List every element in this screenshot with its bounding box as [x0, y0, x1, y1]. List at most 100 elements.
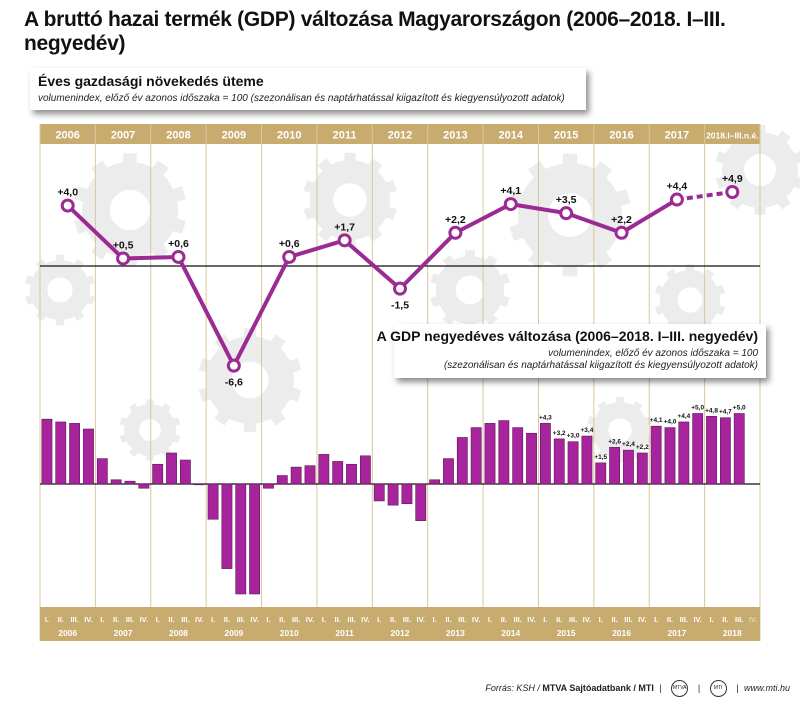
annual-panel-title: Éves gazdasági növekedés üteme — [38, 73, 264, 89]
year-header-label: 2018.I–III.n.é. — [706, 131, 758, 141]
year-header-label: 2017 — [665, 130, 689, 142]
quarterly-bar — [484, 423, 496, 485]
quarterly-bars: +4,3 +3,2 +3,0+3,4 +1,5 +2,6 +2,4 +2,2 +4,1 +4,0… — [41, 405, 746, 595]
quarterly-data-label: +4,4 — [677, 413, 690, 420]
annual-year-header: 2006 2007 2008 2009 2010 2011 2012 2013 2014 2015… — [40, 124, 760, 144]
annual-legend-panel: Éves gazdasági növekedés üteme volumenin… — [30, 68, 586, 110]
quarter-label: I. — [322, 615, 326, 624]
annual-point — [669, 192, 684, 207]
quarter-label: IV. — [84, 615, 92, 624]
quarter-label: I. — [654, 615, 658, 624]
quarterly-bar — [678, 421, 690, 485]
gear-hole — [455, 275, 485, 305]
annual-point — [116, 251, 131, 266]
year-header-bar — [40, 124, 760, 144]
quarter-label: II. — [556, 615, 562, 624]
year-column-dividers — [39, 124, 761, 641]
quarterly-data-label: +2,6 — [608, 438, 621, 445]
quarterly-bar — [443, 458, 454, 485]
separator: | — [736, 682, 739, 693]
quarterly-bar — [290, 466, 302, 485]
quarterly-data-label: +4,0 — [664, 419, 677, 426]
annual-point — [614, 225, 629, 240]
annual-point — [559, 206, 574, 221]
quarterly-bar — [401, 483, 413, 505]
quarterly-bar — [650, 425, 662, 485]
quarterly-bar — [166, 452, 177, 485]
quarter-label: III. — [624, 615, 632, 624]
quarterly-bar — [96, 458, 108, 485]
quarterly-bar — [636, 452, 648, 485]
quarter-label: I. — [45, 615, 49, 624]
quarterly-data-label: +2,4 — [622, 441, 635, 448]
quarter-label: II. — [611, 615, 617, 624]
quarterly-data-label: +4,1 — [650, 417, 663, 424]
quarter-axis-footer: I. II. III. IV. 2006 I. II. III. IV. 2007 I. II. III… — [40, 607, 760, 641]
quarterly-bar — [110, 479, 122, 485]
year-header-label: 2013 — [443, 130, 467, 142]
quarter-label: I. — [100, 615, 104, 624]
quarterly-bar — [346, 463, 357, 485]
year-header-label: 2007 — [111, 130, 135, 142]
quarterly-data-label: +4,8 — [705, 407, 718, 414]
gear-hole — [47, 277, 73, 303]
quarter-year-label: 2010 — [280, 628, 299, 638]
missing-quarter-label: IV. — [749, 615, 757, 624]
quarter-label: III. — [735, 615, 743, 624]
quarterly-bar — [415, 483, 427, 521]
quarterly-bar — [193, 483, 205, 486]
quarterly-bar — [581, 435, 593, 485]
quarterly-bar — [595, 462, 607, 485]
quarter-label: I. — [433, 615, 437, 624]
source-footer: Forrás: KSH / MTVA Sajtóadatbank / MTI |… — [485, 680, 790, 697]
annual-data-label: -6,6 — [225, 377, 243, 389]
annual-point — [503, 197, 518, 212]
quarter-label: IV. — [195, 615, 203, 624]
annual-data-label: +4,4 — [667, 181, 688, 193]
annual-data-label: +4,0 — [57, 187, 78, 199]
quarterly-data-label: +3,0 — [567, 433, 580, 440]
quarterly-data-label: +2,2 — [636, 444, 649, 451]
annual-point — [725, 185, 740, 200]
year-header-label: 2012 — [388, 130, 412, 142]
annual-point — [282, 249, 297, 264]
mtva-logo-icon: MTVA — [671, 680, 689, 697]
annual-data-label: +0,6 — [279, 238, 300, 250]
quarterly-bar — [429, 479, 441, 485]
gear-icon — [303, 152, 397, 248]
quarter-label: IV. — [583, 615, 591, 624]
quarter-label: IV. — [306, 615, 314, 624]
quarter-label: II. — [58, 615, 64, 624]
gear-hole — [109, 189, 151, 231]
annual-line-series: +4,0 +0,5 +0,6 -6,6 +0,6 +1,7 -1,5 +2,2 +4,1 +3,5… — [57, 173, 743, 389]
quarter-year-label: 2015 — [557, 628, 576, 638]
quarter-label: III. — [347, 615, 355, 624]
quarterly-bar — [706, 416, 717, 485]
quarter-year-label: 2008 — [169, 628, 188, 638]
annual-data-label: +0,6 — [168, 238, 189, 250]
quarterly-bar — [567, 441, 579, 485]
quarterly-panel-title: A GDP negyedéves változása (2006–2018. I… — [376, 328, 758, 344]
source-text: Forrás: KSH / — [485, 682, 543, 693]
quarterly-bar — [609, 447, 621, 485]
quarterly-bar — [623, 449, 634, 485]
gear-icon — [119, 399, 181, 461]
quarter-label: II. — [168, 615, 174, 624]
quarter-year-label: 2011 — [335, 628, 354, 638]
quarter-label: IV. — [417, 615, 425, 624]
quarterly-bar — [124, 480, 136, 485]
gear-icon — [198, 328, 302, 432]
quarter-label: III. — [237, 615, 245, 624]
quarterly-bar — [276, 475, 288, 485]
website-link[interactable]: www.mti.hu — [743, 682, 790, 693]
annual-point — [171, 249, 186, 264]
quarterly-data-label: +3,4 — [581, 427, 594, 434]
separator: | — [659, 682, 662, 693]
gear-hole — [231, 361, 269, 399]
quarter-label: III. — [181, 615, 189, 624]
quarter-label: III. — [569, 615, 577, 624]
annual-data-label: +4,9 — [722, 173, 743, 185]
quarterly-data-label: +4,7 — [719, 409, 732, 416]
quarter-label: III. — [70, 615, 78, 624]
